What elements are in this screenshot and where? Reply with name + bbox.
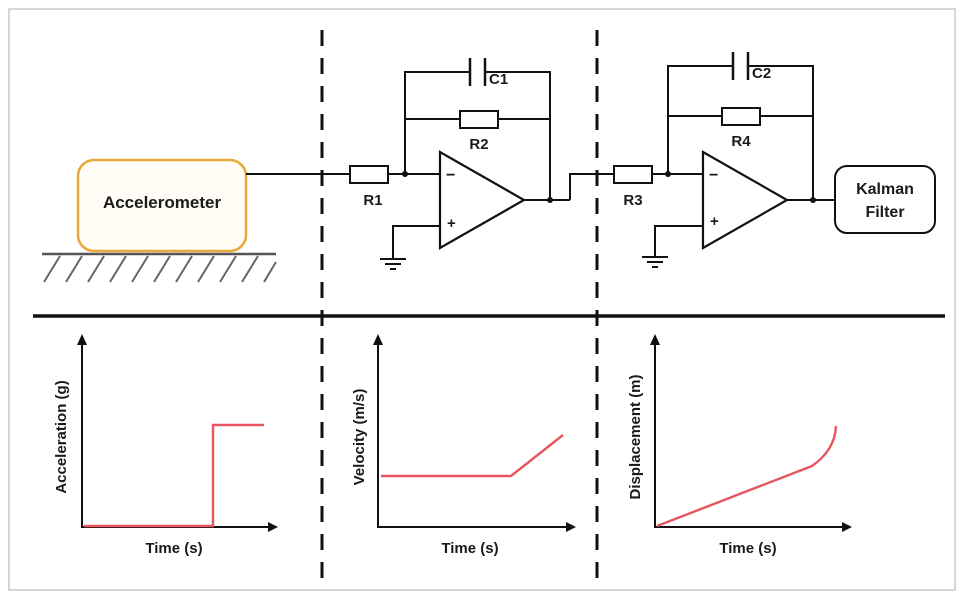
- integrator-stage-2: R3 C2 R4 − +: [613, 52, 835, 268]
- r2-label: R2: [469, 136, 488, 153]
- kalman-filter-block: Kalman Filter: [834, 165, 936, 234]
- integrator-stage-1: R1 C1 R2 − +: [349, 58, 570, 270]
- acceleration-axes: [81, 340, 272, 528]
- ground-symbol-1: [380, 258, 406, 270]
- accelerometer-block: Accelerometer: [76, 158, 248, 253]
- displacement-curve: [656, 425, 838, 528]
- displacement-ylabel: Displacement (m): [627, 374, 644, 499]
- resistor-r2: [459, 110, 499, 129]
- resistor-r1: [349, 165, 389, 184]
- kalman-label-line2: Filter: [865, 204, 904, 221]
- c1-label: C1: [489, 71, 508, 88]
- r1-label: R1: [363, 192, 382, 209]
- accelerometer-label: Accelerometer: [103, 193, 222, 212]
- acceleration-ylabel: Acceleration (g): [53, 380, 70, 493]
- velocity-curve: [381, 434, 564, 478]
- velocity-plot: Time (s) Velocity (m/s): [351, 334, 576, 557]
- displacement-plot: Time (s) Displacement (m): [627, 334, 852, 557]
- r3-label: R3: [623, 192, 642, 209]
- figure-frame: [8, 8, 956, 591]
- op-amp-2-minus: −: [709, 167, 718, 184]
- displacement-axes: [654, 340, 846, 528]
- resistor-r4: [721, 107, 761, 126]
- wire-stage1-stage2: [569, 173, 614, 200]
- c2-label: C2: [752, 65, 771, 82]
- op-amp-2-plus: +: [710, 213, 719, 230]
- acceleration-xlabel: Time (s): [145, 540, 202, 557]
- kalman-filter-box: [834, 165, 936, 234]
- op-amp-1-minus: −: [446, 167, 455, 184]
- op-amp-1-plus: +: [447, 215, 456, 232]
- displacement-xlabel: Time (s): [719, 540, 776, 557]
- velocity-ylabel: Velocity (m/s): [351, 389, 368, 486]
- velocity-xlabel: Time (s): [441, 540, 498, 557]
- ground-surface: [42, 252, 277, 283]
- acceleration-plot: Time (s) Acceleration (g): [53, 334, 278, 557]
- accelerometer-box: [76, 158, 248, 253]
- op-amp-1: [438, 150, 527, 250]
- velocity-axes: [377, 340, 570, 528]
- acceleration-step-curve: [84, 423, 264, 528]
- op-amp-2: [701, 150, 790, 250]
- resistor-r3: [613, 165, 653, 184]
- kalman-label-line1: Kalman: [856, 181, 914, 198]
- ground-symbol-2: [642, 256, 668, 268]
- r4-label: R4: [731, 133, 751, 150]
